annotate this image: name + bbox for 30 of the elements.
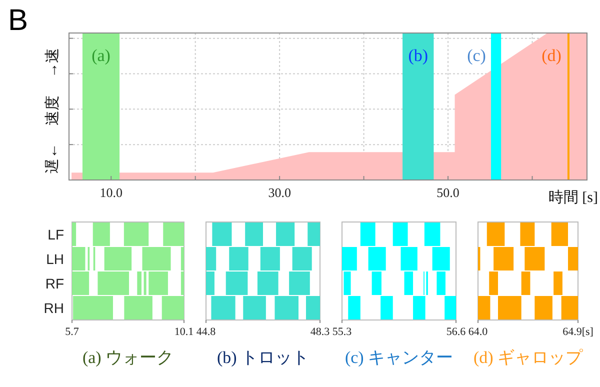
y-tick-label: RF [45,275,64,292]
x-tick-label: 10.1 [174,326,194,338]
x-tick-label: 30.0 [268,185,291,200]
y-tick-label: LF [48,226,64,242]
bar [551,222,568,246]
chart-title: B [8,4,28,37]
y-axis-title: 遅← 速度 →速 [44,48,61,174]
bar [534,296,552,320]
x-axis-title: (a) ウォーク [82,348,174,367]
x-axis-title: (b) トロット [216,348,310,367]
band-label: (a) [92,46,110,65]
y-tick-label: RH [44,300,64,316]
band-label: (b) [408,46,428,65]
x-tick-label: 64.9[s] [562,326,594,338]
x-tick-label: 48.3 [310,326,330,338]
x-tick-label: 5.7 [65,326,80,338]
y-tick-label: LH [46,250,64,267]
x-tick-label: 64.0 [468,326,488,338]
x-tick-label: 50.0 [436,185,460,200]
x-tick-label: 44.8 [196,326,216,338]
x-axis-title: (c) キャンター [344,348,454,367]
bar [568,247,578,270]
x-axis-title: 時間 [s] [548,189,598,206]
band-label: (c) [467,46,486,65]
x-tick-label: 10.0 [100,185,122,200]
x-tick-label: 55.3 [332,326,352,338]
bar [498,296,522,320]
x-tick-label: 56.6 [446,326,466,338]
x-axis-title: (d) ギャロップ [473,348,584,367]
ref-line-label: (d) [542,46,562,65]
